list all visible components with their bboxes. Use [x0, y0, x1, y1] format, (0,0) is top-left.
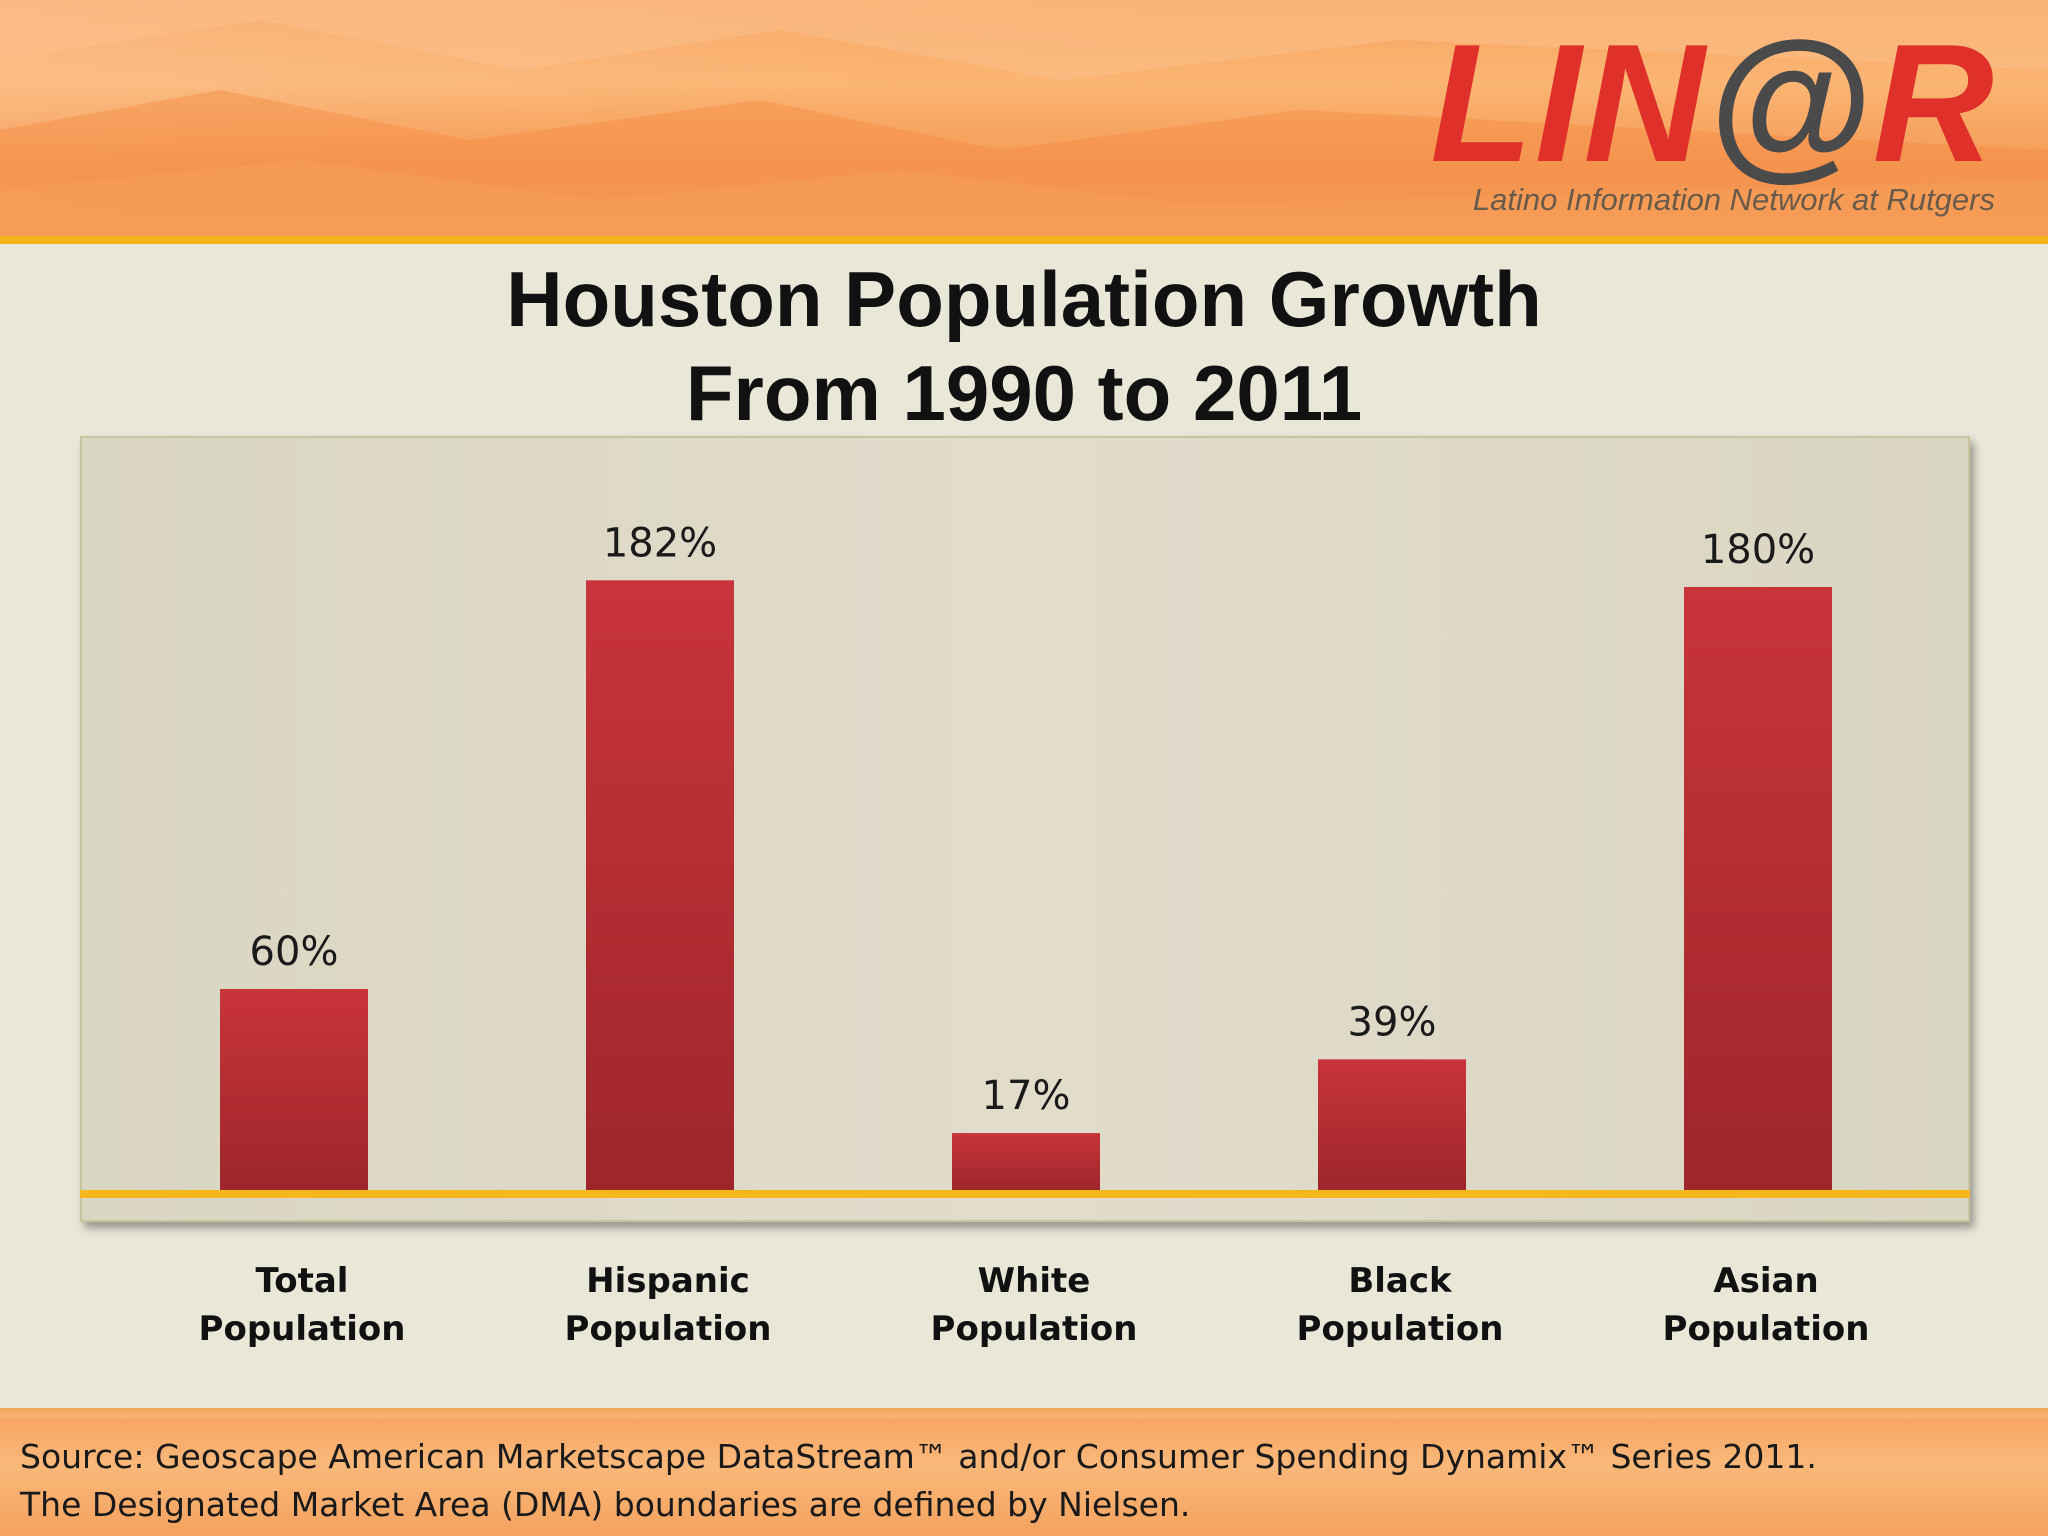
bar-black	[1318, 1059, 1466, 1190]
category-label-hispanic: Hispanic Population	[565, 1261, 772, 1349]
chart-title: Houston Population Growth From 1990 to 2…	[0, 252, 2048, 440]
logo-tagline: Latino Information Network at Rutgers	[1472, 182, 1995, 217]
header-divider	[0, 236, 2048, 244]
bar-hispanic	[586, 580, 734, 1190]
category-label-total: Total Population	[199, 1261, 406, 1349]
plot-area	[80, 436, 1970, 1222]
footer-divider	[0, 1408, 2048, 1418]
bar-white	[952, 1133, 1100, 1190]
data-label-asian: 180%	[1701, 527, 1815, 573]
data-label-total: 60%	[250, 929, 339, 975]
bar-asian	[1684, 587, 1832, 1190]
chart-title-line-2: From 1990 to 2011	[685, 349, 1363, 437]
category-label-asian: Asian Population	[1663, 1261, 1870, 1349]
linar-logo: LIN@R Latino Information Network at Rutg…	[1395, 18, 2025, 228]
data-label-white: 17%	[982, 1073, 1071, 1119]
header-wave-decoration	[0, 0, 2048, 236]
chart-baseline	[80, 1190, 1970, 1198]
logo-wordmark: LIN@R	[1430, 9, 1996, 197]
data-label-black: 39%	[1348, 999, 1437, 1045]
category-label-white: White Population	[931, 1261, 1138, 1349]
bar-total	[220, 989, 368, 1190]
footer-banner	[0, 1418, 2048, 1536]
source-note: Source: Geoscape American Marketscape Da…	[20, 1433, 2020, 1529]
chart-title-line-1: Houston Population Growth	[506, 255, 1542, 343]
header-banner: LIN@R Latino Information Network at Rutg…	[0, 0, 2048, 236]
category-label-black: Black Population	[1297, 1261, 1504, 1349]
source-line-1: Source: Geoscape American Marketscape Da…	[20, 1437, 1817, 1476]
data-label-hispanic: 182%	[603, 520, 717, 566]
source-line-2: The Designated Market Area (DMA) boundar…	[20, 1485, 1191, 1524]
